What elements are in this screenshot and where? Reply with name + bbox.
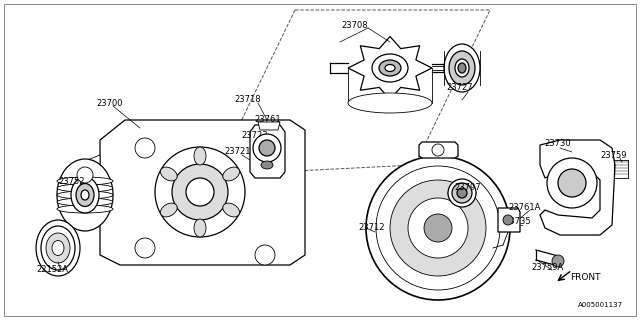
Circle shape	[424, 214, 452, 242]
Circle shape	[262, 140, 278, 156]
Ellipse shape	[379, 60, 401, 76]
Ellipse shape	[385, 65, 395, 71]
Text: 23730: 23730	[545, 139, 572, 148]
Circle shape	[547, 158, 597, 208]
Text: 23797: 23797	[454, 183, 481, 193]
Text: 23712: 23712	[359, 223, 385, 233]
Text: 23727: 23727	[447, 84, 474, 92]
Ellipse shape	[81, 190, 89, 200]
Circle shape	[172, 164, 228, 220]
Ellipse shape	[76, 183, 94, 206]
Ellipse shape	[458, 63, 466, 73]
Polygon shape	[348, 36, 432, 100]
Ellipse shape	[261, 161, 273, 169]
Ellipse shape	[52, 241, 64, 255]
Text: 23700: 23700	[97, 99, 124, 108]
Text: 23721: 23721	[225, 148, 252, 156]
Ellipse shape	[372, 54, 408, 82]
Circle shape	[259, 140, 275, 156]
Text: 23718: 23718	[235, 95, 261, 105]
Ellipse shape	[57, 159, 113, 231]
Text: 23752: 23752	[59, 178, 85, 187]
Text: 22152A: 22152A	[36, 266, 68, 275]
Ellipse shape	[57, 191, 113, 199]
Circle shape	[253, 134, 281, 162]
Ellipse shape	[161, 167, 177, 181]
Ellipse shape	[57, 198, 113, 206]
Ellipse shape	[36, 220, 80, 276]
Circle shape	[135, 238, 155, 258]
Polygon shape	[78, 155, 100, 195]
Circle shape	[452, 183, 472, 203]
Circle shape	[408, 198, 468, 258]
Ellipse shape	[57, 184, 113, 192]
Circle shape	[503, 215, 513, 225]
Circle shape	[457, 188, 467, 198]
Ellipse shape	[194, 147, 206, 165]
Text: 23759: 23759	[601, 150, 627, 159]
Ellipse shape	[449, 51, 475, 85]
Ellipse shape	[194, 219, 206, 237]
Text: 23761A: 23761A	[509, 203, 541, 212]
Text: 23723: 23723	[242, 131, 268, 140]
Ellipse shape	[46, 233, 70, 263]
Circle shape	[135, 138, 155, 158]
Circle shape	[77, 167, 93, 183]
Text: 23761: 23761	[255, 116, 282, 124]
Circle shape	[376, 166, 500, 290]
Circle shape	[366, 156, 510, 300]
Ellipse shape	[57, 177, 113, 185]
Circle shape	[186, 178, 214, 206]
Circle shape	[448, 179, 476, 207]
Circle shape	[552, 255, 564, 267]
Text: 23759A: 23759A	[532, 263, 564, 273]
Text: FRONT: FRONT	[570, 274, 600, 283]
Text: A005001137: A005001137	[577, 302, 623, 308]
Ellipse shape	[41, 226, 75, 270]
Circle shape	[255, 245, 275, 265]
Polygon shape	[258, 122, 280, 130]
Ellipse shape	[57, 205, 113, 213]
Circle shape	[155, 147, 245, 237]
Polygon shape	[540, 140, 615, 235]
Text: 23735: 23735	[505, 218, 531, 227]
Polygon shape	[419, 142, 458, 158]
Circle shape	[432, 144, 444, 156]
Polygon shape	[100, 120, 305, 265]
Circle shape	[558, 169, 586, 197]
Ellipse shape	[455, 59, 469, 77]
Ellipse shape	[223, 203, 239, 217]
Ellipse shape	[71, 177, 99, 213]
Ellipse shape	[223, 167, 239, 181]
Ellipse shape	[444, 44, 480, 92]
Polygon shape	[250, 125, 285, 178]
Circle shape	[390, 180, 486, 276]
Ellipse shape	[348, 93, 432, 113]
Polygon shape	[498, 208, 520, 232]
Text: 23708: 23708	[342, 20, 368, 29]
Ellipse shape	[161, 203, 177, 217]
